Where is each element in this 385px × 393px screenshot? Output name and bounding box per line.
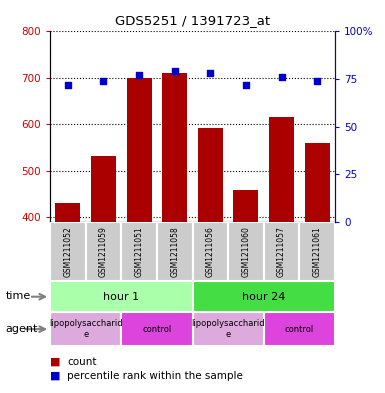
Text: count: count [67,356,97,367]
Text: GSM1211060: GSM1211060 [241,226,250,277]
FancyBboxPatch shape [121,222,157,281]
FancyBboxPatch shape [121,312,192,346]
Text: percentile rank within the sample: percentile rank within the sample [67,371,243,381]
Text: GSM1211061: GSM1211061 [313,226,321,277]
FancyBboxPatch shape [50,312,121,346]
FancyBboxPatch shape [50,222,85,281]
FancyBboxPatch shape [85,222,121,281]
Point [314,78,320,84]
Text: hour 24: hour 24 [242,292,285,302]
Text: GSM1211051: GSM1211051 [135,226,144,277]
Text: GSM1211059: GSM1211059 [99,226,108,277]
Text: ■: ■ [50,371,60,381]
Point [136,72,142,79]
Bar [127,78,152,222]
Point [100,78,107,84]
Point [172,68,178,75]
Point [207,70,213,77]
Text: agent: agent [6,324,38,334]
Text: control: control [285,325,314,334]
FancyBboxPatch shape [264,222,300,281]
Text: GSM1211057: GSM1211057 [277,226,286,277]
Text: GSM1211052: GSM1211052 [64,226,72,277]
Text: ■: ■ [50,356,60,367]
FancyBboxPatch shape [264,312,335,346]
FancyBboxPatch shape [300,222,335,281]
Text: GDS5251 / 1391723_at: GDS5251 / 1391723_at [115,14,270,27]
FancyBboxPatch shape [192,222,228,281]
Text: GSM1211058: GSM1211058 [170,226,179,277]
Bar [233,189,258,222]
FancyBboxPatch shape [157,222,192,281]
Text: GSM1211056: GSM1211056 [206,226,215,277]
Bar [55,204,80,222]
Text: control: control [142,325,171,334]
FancyBboxPatch shape [192,281,335,312]
Text: hour 1: hour 1 [103,292,139,302]
FancyBboxPatch shape [228,222,264,281]
Text: lipopolysaccharid
e: lipopolysaccharid e [49,320,122,339]
Bar [198,128,223,222]
FancyBboxPatch shape [50,281,192,312]
Bar [91,156,116,222]
Text: lipopolysaccharid
e: lipopolysaccharid e [191,320,265,339]
Bar [269,118,294,222]
Point [243,82,249,88]
Text: time: time [6,291,31,301]
Point [278,74,285,80]
Bar [162,73,187,222]
Bar [305,143,330,222]
FancyBboxPatch shape [192,312,264,346]
Point [65,82,71,88]
